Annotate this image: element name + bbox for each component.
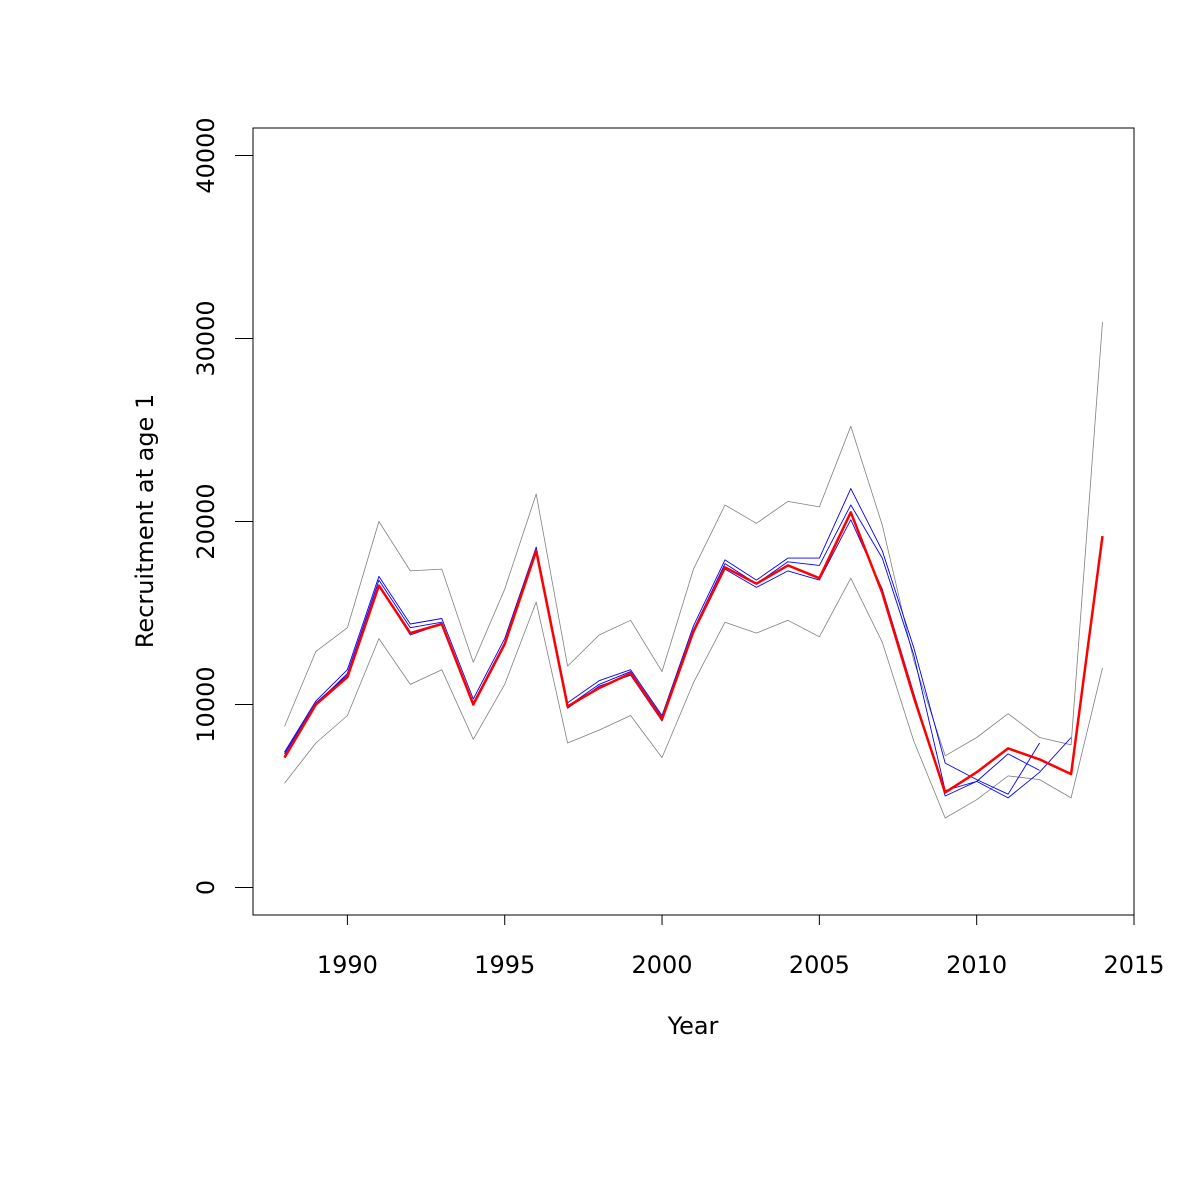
series-line-4 [284,504,1072,799]
series-layer [283,321,1104,819]
x-tick-label: 2005 [789,951,850,979]
plot-frame [252,127,1135,916]
y-tick-label: 40000 [192,117,220,193]
series-line-5 [284,519,1040,797]
y-axis: 0 10000 20000 30000 40000 [192,117,254,895]
x-tick-label: 2010 [946,951,1007,979]
x-tick-label: 2000 [631,951,692,979]
y-axis-title: Recruitment at age 1 [131,394,159,648]
series-line-1 [284,321,1103,757]
series-line-6 [283,511,1104,794]
x-tick-label: 1990 [317,951,378,979]
x-axis: 1990 1995 2000 2005 2010 2015 [317,914,1165,979]
series-line-2 [284,577,1103,819]
y-tick-label: 0 [192,880,220,895]
series-line-3 [284,488,1040,795]
x-tick-label: 1995 [474,951,535,979]
y-tick-label: 10000 [192,666,220,742]
y-tick-label: 20000 [192,483,220,559]
x-axis-title: Year [667,1012,719,1040]
x-tick-label: 2015 [1103,951,1164,979]
y-tick-label: 30000 [192,300,220,376]
